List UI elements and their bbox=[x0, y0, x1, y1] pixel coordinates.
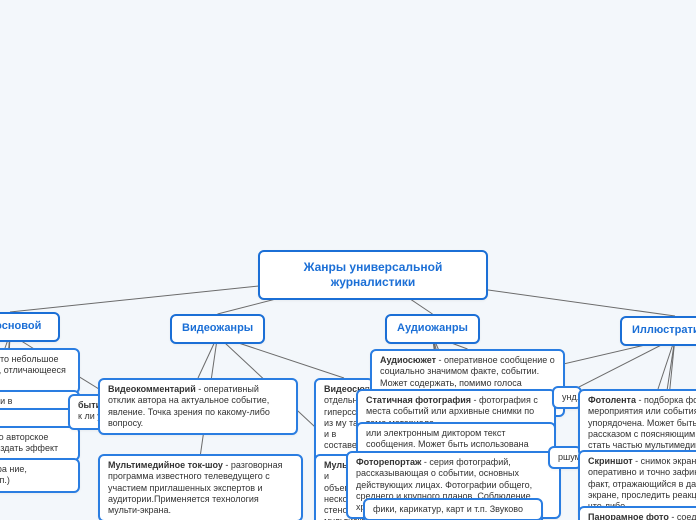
node-title: Мультимедийное ток-шоу bbox=[108, 460, 223, 470]
node-root[interactable]: Жанры универсальной журналистики bbox=[258, 250, 488, 300]
node-body: нт видеозаписи в bbox=[0, 396, 12, 406]
node-title: Статичная фотография bbox=[366, 395, 471, 405]
node-aud_sm2[interactable]: ршум, bbox=[548, 446, 582, 469]
node-label: Жанры универсальной журналистики bbox=[304, 260, 443, 289]
node-label: ой основой bbox=[0, 320, 41, 332]
node-cat_text[interactable]: ой основой bbox=[0, 312, 60, 342]
node-vid2[interactable]: Мультимедийное ток-шоу - разговорная про… bbox=[98, 454, 303, 520]
node-body: фики, карикатур, карт и т.п. Звуково bbox=[373, 504, 523, 514]
node-body: - это небольшое произведение, отличающее… bbox=[0, 354, 66, 387]
node-cat_audio[interactable]: Аудиожанры bbox=[385, 314, 480, 344]
mindmap-canvas: Жанры универсальной журналистики ой основ… bbox=[0, 0, 696, 520]
node-title: Скриншот bbox=[588, 456, 633, 466]
node-txt1[interactable]: ая заметка - это небольшое произведение,… bbox=[0, 348, 80, 394]
node-cat_illus[interactable]: Иллюстративные bbox=[620, 316, 696, 346]
node-aud_sm3[interactable]: фики, карикатур, карт и т.п. Звуково bbox=[363, 498, 543, 520]
node-body: живание автора ние, заявление и т.п.) bbox=[0, 464, 27, 485]
node-title: Видеокомментарий bbox=[108, 384, 196, 394]
node-cat_video[interactable]: Видеожанры bbox=[170, 314, 265, 344]
node-body: ярко выражено авторское таже важно созда… bbox=[0, 432, 58, 453]
node-ill3[interactable]: Панорамное фото - соединени bbox=[578, 506, 696, 520]
node-vid1[interactable]: Видеокомментарий - оперативный отклик ав… bbox=[98, 378, 298, 435]
node-label: Иллюстративные bbox=[632, 324, 696, 336]
node-txt4[interactable]: ярко выражено авторское таже важно созда… bbox=[0, 426, 80, 461]
node-txt5[interactable]: живание автора ние, заявление и т.п.) bbox=[0, 458, 80, 493]
node-body: унд. bbox=[562, 392, 579, 402]
node-title: Фоторепортаж bbox=[356, 457, 421, 467]
node-title: Аудиосюжет bbox=[380, 355, 436, 365]
node-label: Видеожанры bbox=[182, 322, 253, 334]
node-title: Панорамное фото bbox=[588, 512, 669, 520]
node-body: - соединени bbox=[669, 512, 696, 520]
node-label: Аудиожанры bbox=[397, 322, 468, 334]
node-title: Фотолента bbox=[588, 395, 636, 405]
node-ill1[interactable]: Фотолента - подборка фотогра мероприятия… bbox=[578, 389, 696, 457]
